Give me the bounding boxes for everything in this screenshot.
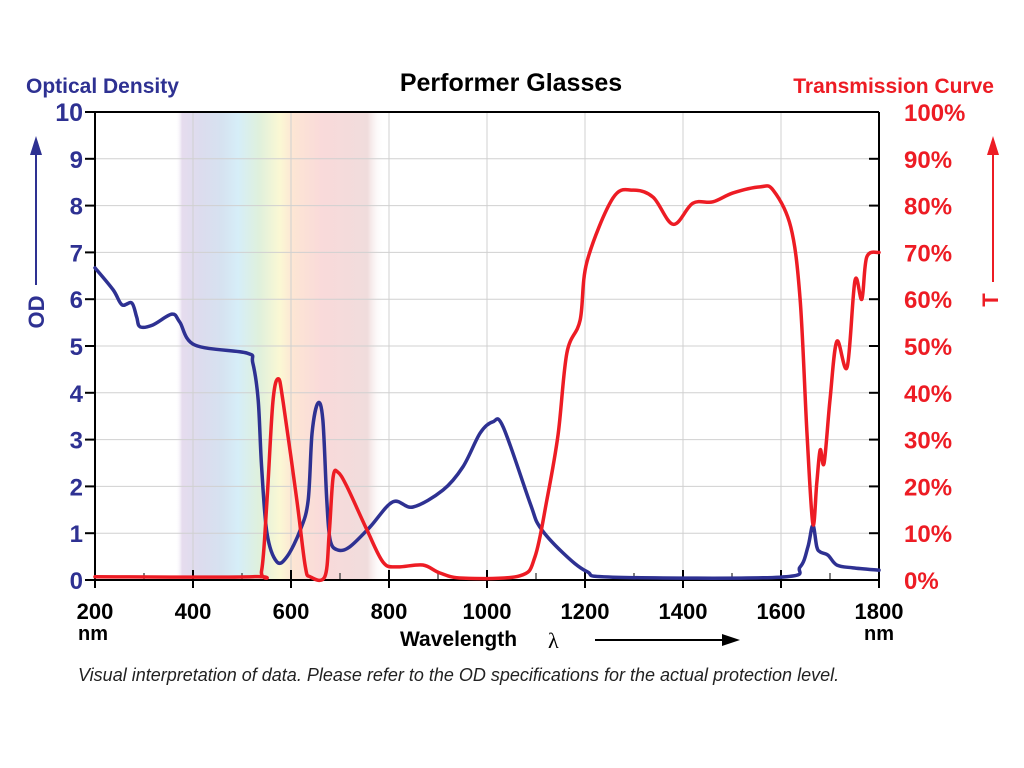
x-unit-left: nm — [78, 623, 108, 645]
y-tick-label-left: 7 — [70, 240, 83, 267]
x-tick-label: 600 — [273, 599, 310, 624]
x-tick-label: 1200 — [561, 599, 610, 624]
y-tick-label-right: 70% — [904, 240, 952, 267]
y-tick-label-left: 2 — [70, 474, 83, 501]
y-tick-label-left: 8 — [70, 194, 83, 221]
transmission-arrow-icon — [987, 136, 999, 282]
left-axis-title: Optical Density — [26, 75, 179, 98]
x-tick-label: 1400 — [659, 599, 708, 624]
y-tick-label-left: 6 — [70, 287, 83, 314]
y-tick-label-right: 80% — [904, 194, 952, 221]
footnote: Visual interpretation of data. Please re… — [78, 665, 839, 685]
x-tick-label: 800 — [371, 599, 408, 624]
y-tick-label-left: 10 — [55, 99, 83, 127]
y-tick-label-right: 20% — [904, 474, 952, 501]
y-tick-label-right: 30% — [904, 428, 952, 455]
y-tick-label-left: 4 — [70, 381, 84, 408]
y-tick-label-right: 50% — [904, 334, 952, 361]
y-tick-label-left: 9 — [70, 147, 83, 174]
y-tick-label-right: 0% — [904, 568, 939, 595]
left-axis-label: OD — [24, 296, 49, 329]
chart-title: Performer Glasses — [400, 69, 622, 97]
x-tick-label: 400 — [175, 599, 212, 624]
series — [93, 184, 881, 583]
wavelength-arrow-icon — [595, 634, 740, 646]
x-axis-label: Wavelength — [400, 628, 517, 651]
y-tick-label-left: 1 — [70, 521, 83, 548]
x-tick-label: 200 — [77, 599, 114, 624]
axes: 0 0% 1 10% 2 20% 3 30% 4 40% 5 50% 6 60% 7 70% 8 80% 9 90% 1… — [55, 99, 965, 624]
y-tick-label-left: 5 — [70, 334, 83, 361]
y-tick-label-right: 90% — [904, 147, 952, 174]
x-tick-label: 1000 — [463, 599, 512, 624]
y-tick-label-right: 40% — [904, 381, 952, 408]
transmission-line — [93, 184, 881, 583]
right-axis-title: Transmission Curve — [793, 75, 994, 98]
x-tick-label: 1600 — [757, 599, 806, 624]
lambda-symbol: λ — [548, 628, 559, 653]
y-tick-label-left: 3 — [70, 428, 83, 455]
od-arrow-icon — [30, 136, 42, 285]
x-tick-label: 1800 — [855, 599, 904, 624]
labels: Performer Glasses Optical Density Transm… — [24, 69, 1003, 685]
x-unit-right: nm — [864, 623, 894, 645]
y-tick-label-right: 100% — [904, 100, 965, 127]
right-axis-label: T — [978, 293, 1003, 307]
y-tick-label-right: 10% — [904, 521, 952, 548]
optical-density-line — [93, 266, 881, 580]
y-tick-label-left: 0 — [70, 568, 83, 595]
y-tick-label-right: 60% — [904, 287, 952, 314]
